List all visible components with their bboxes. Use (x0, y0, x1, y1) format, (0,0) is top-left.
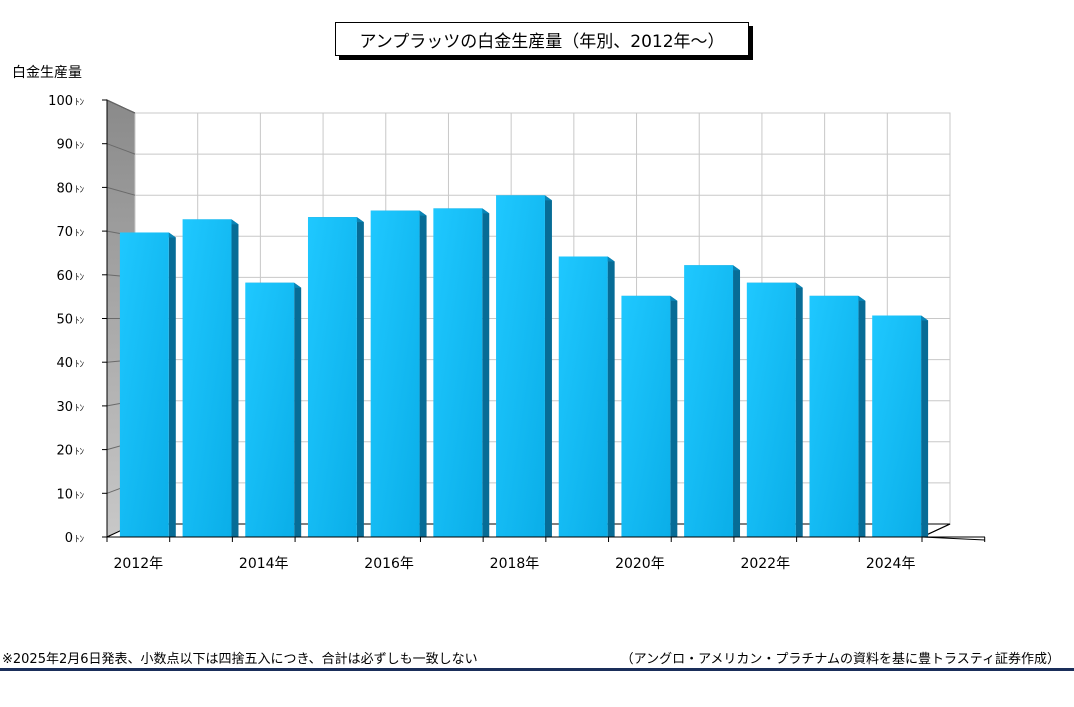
y-tick-label: 100 (48, 94, 73, 109)
bar-2016年 (370, 210, 420, 537)
bar-side-2013年 (231, 219, 239, 538)
y-tick-label: 20 (56, 444, 73, 459)
bar-2013年 (182, 219, 232, 538)
bar-side-2016年 (419, 210, 427, 537)
bar-side-2018年 (544, 195, 552, 537)
y-tick-unit: ﾄﾝ (75, 360, 85, 370)
bar-2019年 (558, 256, 608, 537)
y-tick-label: 80 (56, 181, 73, 196)
bar-side-2024年 (921, 315, 929, 537)
bar-side-2015年 (356, 217, 364, 538)
bar-side-2019年 (607, 256, 615, 537)
bar-2014年 (245, 282, 295, 537)
y-tick-unit: ﾄﾝ (75, 448, 85, 458)
y-tick-label: 0 (65, 531, 73, 546)
y-tick-label: 50 (56, 313, 73, 328)
bar-side-2012年 (168, 232, 176, 537)
bar-side-2022年 (795, 282, 803, 537)
bar-2012年 (119, 232, 169, 537)
y-tick-label: 60 (56, 269, 73, 284)
bar-2022年 (746, 282, 796, 537)
bar-side-2020年 (670, 295, 678, 537)
footnote: ※2025年2月6日発表、小数点以下は四捨五入につき、合計は必ずしも一致しない (2, 652, 478, 667)
y-tick-unit: ﾄﾝ (75, 229, 85, 239)
y-tick-label: 40 (56, 356, 73, 371)
x-tick-label: 2014年 (239, 556, 289, 572)
x-tick-label: 2022年 (740, 556, 790, 572)
y-tick-unit: ﾄﾝ (75, 273, 85, 283)
x-tick-label: 2020年 (615, 556, 665, 572)
side-gridline (106, 143, 136, 155)
bar-side-2017年 (482, 208, 490, 537)
y-tick-unit: ﾄﾝ (75, 98, 85, 108)
chart-title: アンプラッツの白金生産量（年別、2012年～） (335, 22, 749, 56)
footer-divider (0, 668, 1074, 671)
bar-2015年 (307, 217, 357, 538)
y-tick-label: 90 (56, 138, 73, 153)
y-tick-unit: ﾄﾝ (75, 535, 85, 545)
y-tick-label: 30 (56, 400, 73, 415)
bar-2018年 (496, 195, 545, 537)
side-gridline (106, 99, 136, 114)
bar-2017年 (433, 208, 483, 537)
x-tick-label: 2016年 (364, 556, 414, 572)
floor-front-right (921, 536, 986, 541)
y-axis-title: 白金生産量 (12, 65, 82, 81)
y-tick-unit: ﾄﾝ (75, 185, 85, 195)
y-tick-unit: ﾄﾝ (75, 491, 85, 501)
bar-side-2023年 (858, 295, 866, 537)
bar-2024年 (872, 315, 922, 537)
y-tick-unit: ﾄﾝ (75, 142, 85, 152)
y-tick-label: 70 (56, 225, 73, 240)
x-tick-label: 2024年 (866, 556, 916, 572)
source-credit: （アングロ・アメリカン・プラチナムの資料を基に豊トラスティ証券作成） (620, 652, 1060, 667)
y-tick-unit: ﾄﾝ (75, 404, 85, 414)
bar-2023年 (809, 295, 859, 537)
bar-2021年 (684, 265, 734, 537)
bar-2020年 (621, 295, 671, 537)
x-tick-label: 2012年 (114, 556, 164, 572)
bar-side-2014年 (294, 282, 302, 537)
x-tick-label: 2018年 (490, 556, 540, 572)
bar-side-2021年 (733, 265, 741, 537)
y-tick-label: 10 (56, 487, 73, 502)
side-gridline (106, 186, 136, 196)
y-tick-unit: ﾄﾝ (75, 317, 85, 327)
